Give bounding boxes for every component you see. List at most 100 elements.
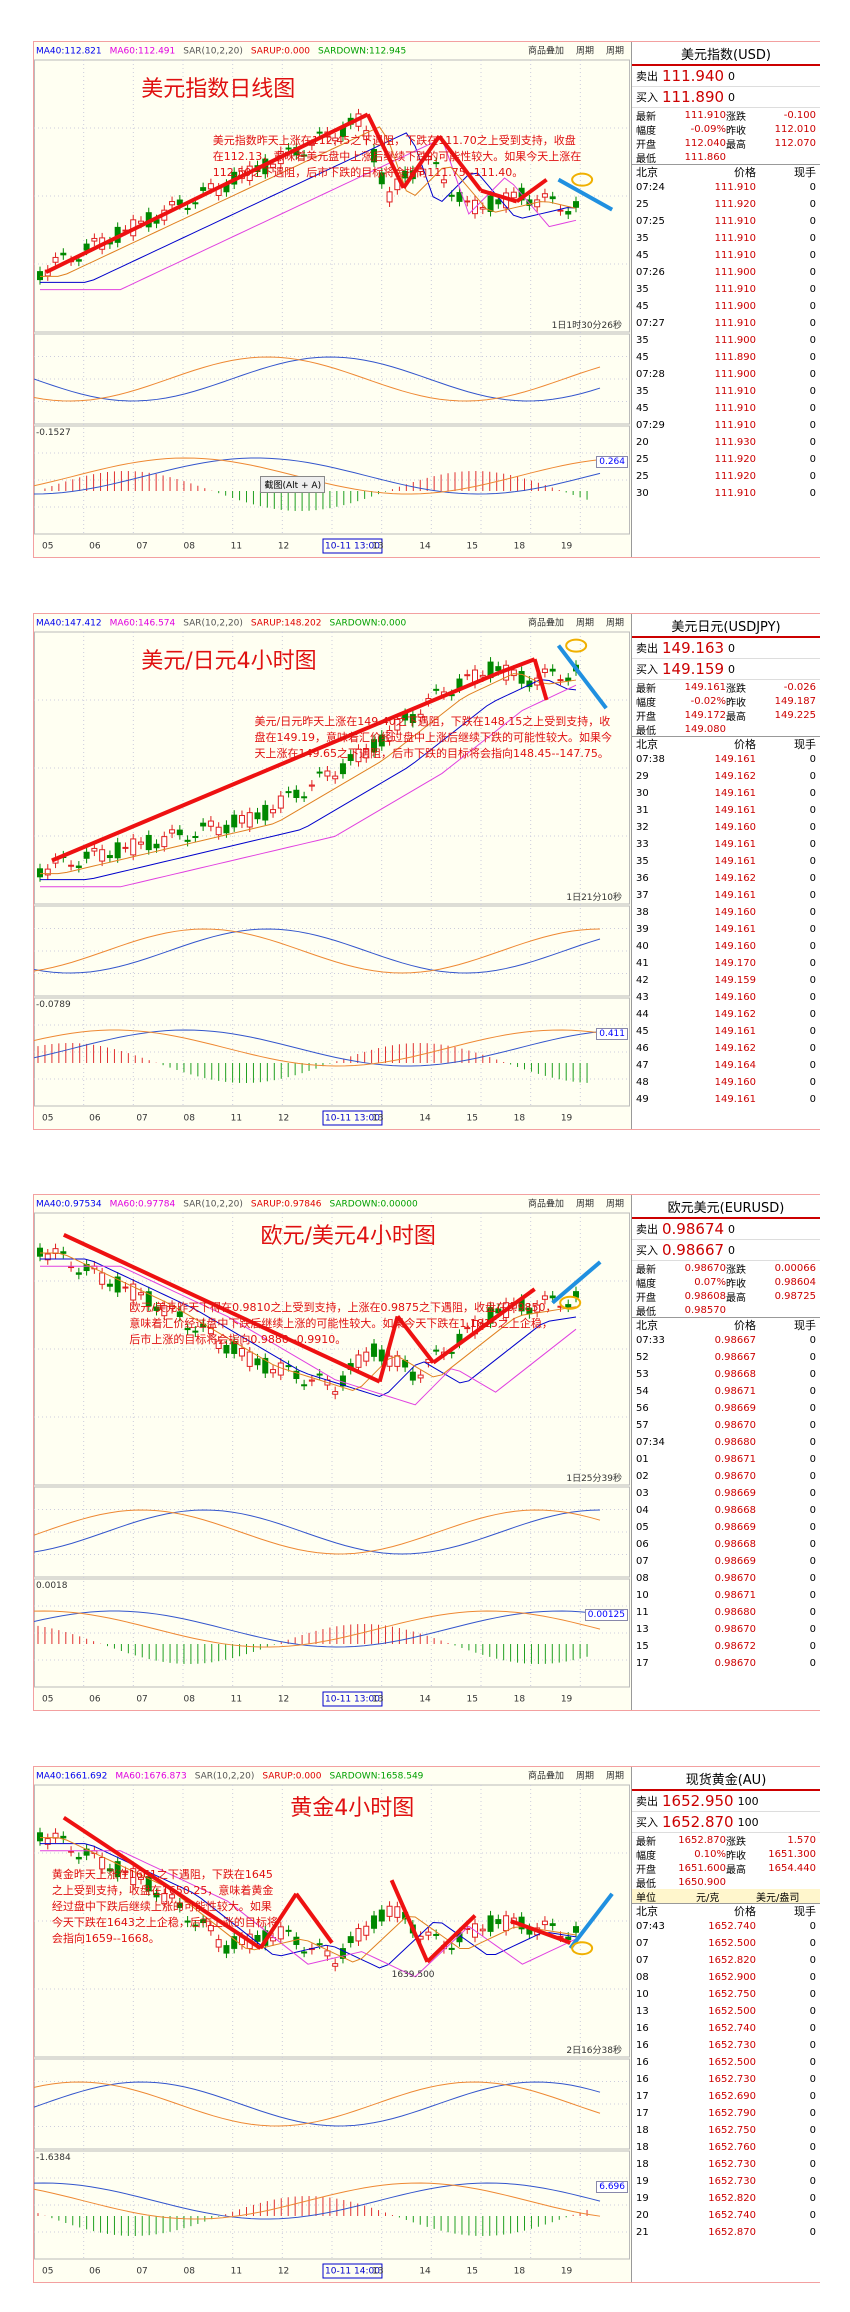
tick-row: 52 0.98667 0 (632, 1349, 820, 1366)
countdown: 1日1时30分26秒 (551, 321, 622, 331)
tick-time: 45 (636, 250, 649, 261)
tick-volume: 0 (809, 454, 816, 465)
indicator-box: 0.00125 (584, 1609, 628, 1621)
quote-row: 卖出 1652.950 100 (632, 1791, 820, 1812)
toolbar-button[interactable]: 周期 (606, 1771, 624, 1782)
candle-body (254, 1935, 261, 1942)
tick-price: 1652.820 (708, 2193, 756, 2204)
tick-price: 111.900 (714, 301, 756, 312)
tick-row: 35 111.900 0 (632, 332, 820, 349)
tick-volume: 0 (809, 216, 816, 227)
toolbar-button[interactable]: 周期 (576, 1771, 594, 1782)
tick-row: 36 149.162 0 (632, 870, 820, 887)
x-axis-label: 10-11 13:00 (325, 1114, 380, 1124)
list-header-cell: 北京 (636, 166, 658, 179)
toolbar-button[interactable]: 商品叠加 (528, 45, 564, 57)
tick-row: 20 1652.740 0 (632, 2207, 820, 2224)
list-header-cell: 价格 (734, 738, 756, 751)
tick-volume: 0 (809, 1556, 816, 1567)
legend-item: MA40:1661.692 (36, 1772, 107, 1782)
x-axis-label: 15 (467, 1114, 478, 1124)
legend-item: MA60:0.97784 (110, 1200, 176, 1210)
indicator-line (34, 1029, 601, 1067)
price-label: 1639.500 (391, 1969, 435, 1980)
candle-body (541, 1920, 548, 1926)
candle-body (301, 1384, 308, 1387)
toolbar-button[interactable]: 商品叠加 (528, 617, 564, 629)
toolbar-button[interactable]: 周期 (576, 618, 594, 629)
tick-price: 0.98669 (714, 1403, 756, 1414)
tick-price: 0.98680 (714, 1607, 756, 1618)
tick-volume: 0 (809, 1352, 816, 1363)
tick-price: 149.160 (714, 1077, 756, 1088)
tick-time: 35 (636, 386, 649, 397)
ma-line (40, 1258, 577, 1398)
toolbar-button[interactable]: 周期 (606, 46, 624, 57)
candle-body (99, 1272, 106, 1285)
tick-row: 20 111.930 0 (632, 434, 820, 451)
candle-body (324, 1950, 331, 1957)
screenshot-button[interactable]: 截图(Alt + A) (260, 476, 326, 493)
candle-body (495, 1308, 502, 1314)
candle-body (223, 1945, 230, 1954)
tick-volume: 0 (809, 284, 816, 295)
x-axis-label: 13 (372, 1695, 383, 1705)
tick-row: 07:28 111.900 0 (632, 366, 820, 383)
tick-time: 29 (636, 771, 649, 782)
tick-volume: 0 (809, 975, 816, 986)
tick-volume: 0 (809, 1972, 816, 1983)
tick-row: 18 1652.750 0 (632, 2122, 820, 2139)
candle-body (433, 1349, 440, 1352)
stats-cell: 112.010 (774, 123, 816, 135)
tick-price: 111.910 (714, 488, 756, 499)
tick-time: 57 (636, 1420, 649, 1431)
legend-item: MA40:112.821 (36, 47, 102, 57)
tick-volume: 0 (809, 2227, 816, 2238)
tick-time: 07:43 (636, 1921, 665, 1932)
toolbar-button[interactable]: 周期 (576, 46, 594, 57)
tick-price: 1652.740 (708, 2023, 756, 2034)
toolbar-button[interactable]: 商品叠加 (528, 1198, 564, 1210)
tick-time: 25 (636, 471, 649, 482)
x-axis-label: 08 (184, 542, 196, 552)
stats-row: 最低 0.98570 (632, 1303, 820, 1318)
toolbar-button[interactable]: 商品叠加 (528, 1770, 564, 1782)
tick-volume: 0 (809, 1026, 816, 1037)
quote-volume: 0 (728, 1243, 736, 1257)
candle-body (448, 194, 455, 197)
list-header-cell: 现手 (794, 166, 816, 179)
candle-body (332, 137, 339, 142)
x-axis-label: 06 (89, 1114, 101, 1124)
toolbar-button[interactable]: 周期 (606, 618, 624, 629)
candle-body (518, 671, 525, 684)
stats-cell: 涨跌 (726, 1264, 746, 1276)
candle-body (200, 822, 207, 827)
tick-price: 111.910 (714, 182, 756, 193)
tick-row: 45 111.910 0 (632, 247, 820, 264)
tick-time: 49 (636, 1094, 649, 1105)
stats-cell: 最新 (636, 1836, 656, 1848)
countdown: 1日21分10秒 (566, 893, 622, 903)
tick-time: 08 (636, 1972, 649, 1983)
tick-time: 45 (636, 301, 649, 312)
tick-price: 149.159 (714, 975, 756, 986)
x-axis-label: 05 (42, 1114, 53, 1124)
stats-cell: 最新 (636, 1264, 656, 1276)
candle-body (285, 147, 292, 150)
list-header-cell: 价格 (734, 166, 756, 179)
toolbar-button[interactable]: 周期 (606, 1199, 624, 1210)
ma-line (40, 1837, 577, 1963)
tick-volume: 0 (809, 1009, 816, 1020)
candle-body (37, 1832, 43, 1842)
trend-line (62, 1815, 262, 1950)
stats-cell: 最低 (636, 1306, 656, 1318)
candle-body (448, 1947, 455, 1950)
candle-body (541, 1295, 548, 1300)
tick-row: 38 149.160 0 (632, 904, 820, 921)
toolbar-button[interactable]: 周期 (576, 1199, 594, 1210)
tick-volume: 0 (809, 1522, 816, 1533)
list-header-cell: 价格 (734, 1319, 756, 1332)
x-axis-label: 11 (231, 2267, 242, 2277)
stats-cell: 1652.870 (678, 1834, 726, 1846)
tick-price: 0.98668 (714, 1539, 756, 1550)
